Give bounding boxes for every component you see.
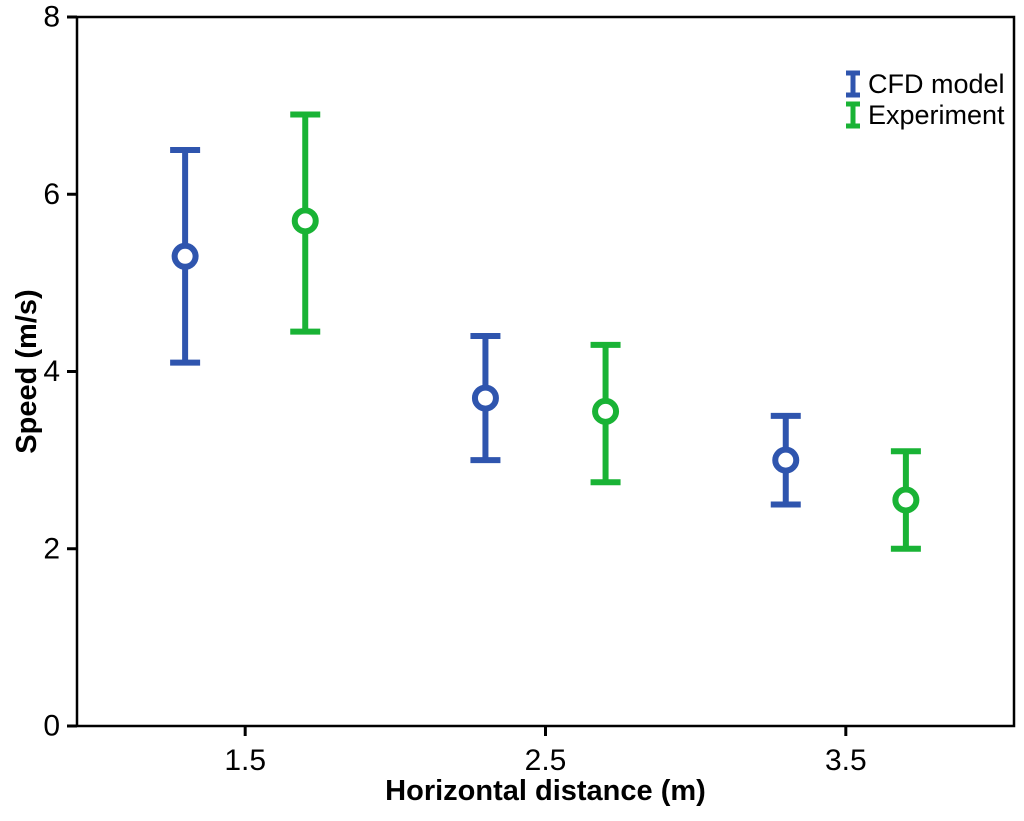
series-experiment (290, 111, 921, 552)
x-axis-tick-label: 2.5 (525, 744, 567, 777)
y-axis-tick-label: 4 (43, 355, 60, 388)
data-point-marker (471, 384, 499, 412)
error-bar (590, 341, 621, 486)
y-axis-tick-label: 8 (43, 1, 60, 34)
legend-label: CFD model (868, 69, 1005, 99)
data-point-marker (291, 207, 319, 235)
legend-label: Experiment (868, 100, 1005, 130)
y-axis-tick-label: 2 (43, 532, 60, 565)
y-axis-tick-label: 0 (43, 710, 60, 743)
error-bar (290, 111, 321, 335)
legend-errorbar-icon (846, 101, 860, 129)
error-bar (770, 412, 801, 508)
y-axis-title: Speed (m/s) (11, 289, 43, 453)
data-point-marker (892, 486, 920, 514)
x-axis-tick-label: 3.5 (825, 744, 867, 777)
series-cfd-model (170, 146, 801, 508)
legend-errorbar-icon (846, 70, 860, 98)
x-axis-tick-label: 1.5 (224, 744, 266, 777)
legend-item: Experiment (846, 100, 1005, 130)
error-bar (170, 146, 201, 366)
data-point-marker (772, 446, 800, 474)
x-axis-title: Horizontal distance (m) (385, 775, 706, 807)
y-axis-tick-label: 6 (43, 178, 60, 211)
data-point-marker (592, 397, 620, 425)
legend-item: CFD model (846, 69, 1005, 99)
error-bar (890, 448, 921, 552)
data-point-marker (171, 242, 199, 270)
error-bar (470, 333, 501, 464)
